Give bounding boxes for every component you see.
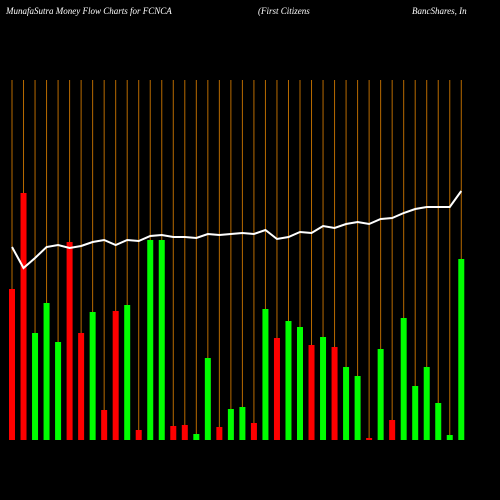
bar [216, 427, 223, 440]
bar [181, 425, 188, 440]
bar [239, 407, 246, 440]
bar [112, 311, 119, 440]
line [11, 190, 463, 270]
chart-subtitle: BancShares, In [412, 6, 467, 16]
bar [158, 240, 165, 440]
bar [32, 333, 39, 440]
bar [446, 435, 453, 440]
bar [400, 318, 407, 440]
bar [250, 423, 257, 440]
chart-title: MunafaSutra Money Flow Charts for FCNCA [5, 6, 172, 16]
bar [170, 426, 177, 440]
bar [147, 240, 154, 440]
bar [43, 303, 50, 440]
bar [193, 434, 200, 440]
bar [9, 289, 15, 440]
bar [435, 403, 442, 440]
bar [377, 349, 384, 440]
bar [308, 345, 315, 440]
bar [227, 409, 234, 440]
bar [135, 430, 142, 440]
bar [331, 347, 338, 440]
bar [366, 438, 373, 440]
bar [285, 321, 292, 440]
chart-subtitle: (First Citizens [258, 6, 310, 16]
bar [423, 367, 430, 440]
bar [389, 420, 396, 440]
bar [66, 242, 73, 440]
bar [20, 193, 27, 440]
bar [458, 259, 465, 440]
bar [343, 367, 350, 440]
bar [297, 327, 303, 440]
bar [101, 410, 108, 440]
bar [320, 337, 327, 440]
bar [89, 312, 96, 440]
bar [273, 338, 280, 440]
bar [204, 358, 211, 440]
bar [55, 342, 62, 440]
bar [412, 386, 419, 440]
bar [262, 309, 269, 440]
bar [124, 305, 131, 440]
bar [78, 333, 85, 440]
bar [354, 376, 361, 440]
